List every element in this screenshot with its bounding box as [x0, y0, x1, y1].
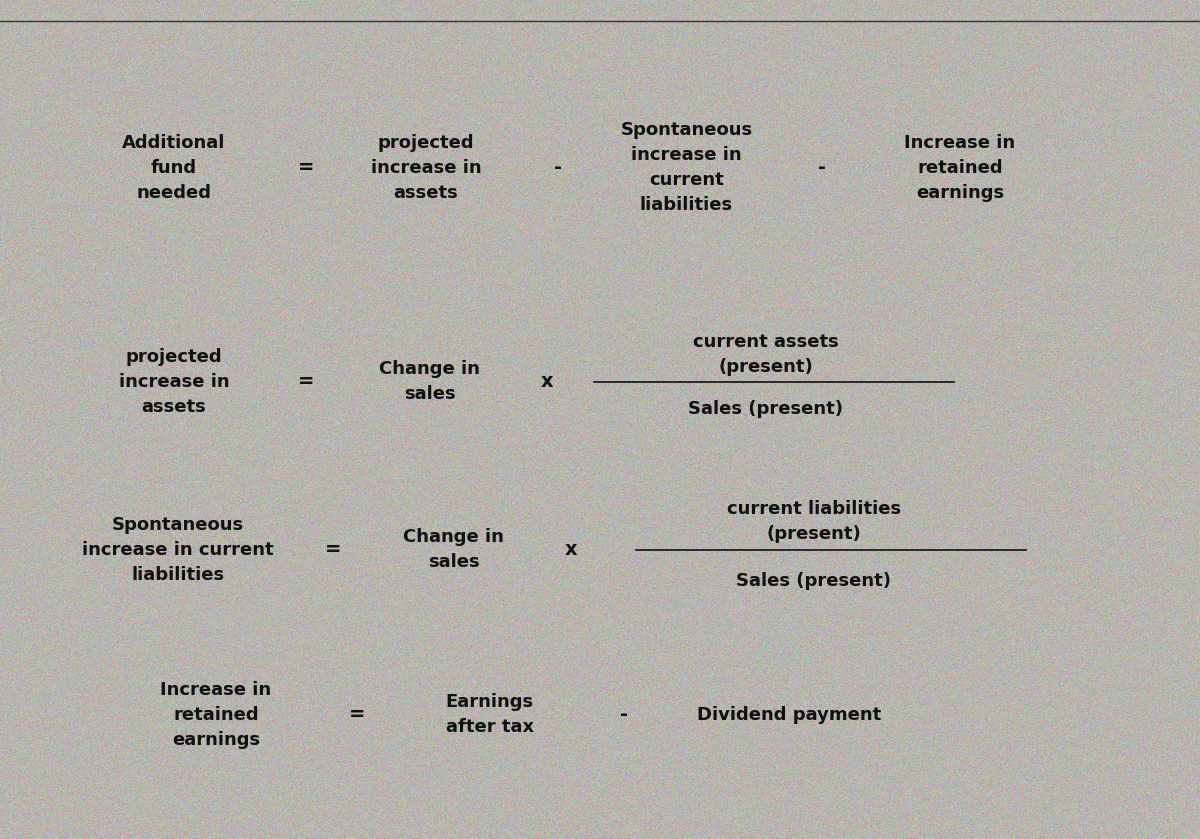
- Text: Dividend payment: Dividend payment: [697, 706, 882, 724]
- Text: Sales (present): Sales (present): [688, 400, 844, 419]
- Text: Change in
sales: Change in sales: [403, 528, 504, 571]
- Text: projected
increase in
assets: projected increase in assets: [371, 133, 481, 202]
- Text: Increase in
retained
earnings: Increase in retained earnings: [161, 680, 271, 749]
- Text: x: x: [565, 540, 577, 559]
- Text: Change in
sales: Change in sales: [379, 360, 480, 404]
- Text: Spontaneous
increase in current
liabilities: Spontaneous increase in current liabilit…: [82, 515, 274, 584]
- Text: =: =: [325, 540, 342, 559]
- Text: Earnings
after tax: Earnings after tax: [445, 693, 534, 737]
- Text: =: =: [298, 373, 314, 391]
- Text: current assets
(present): current assets (present): [692, 332, 839, 376]
- Text: Increase in
retained
earnings: Increase in retained earnings: [905, 133, 1015, 202]
- Text: Sales (present): Sales (present): [736, 571, 892, 590]
- Text: -: -: [818, 159, 826, 177]
- Text: projected
increase in
assets: projected increase in assets: [119, 347, 229, 416]
- Text: -: -: [554, 159, 562, 177]
- Text: Spontaneous
increase in
current
liabilities: Spontaneous increase in current liabilit…: [620, 122, 752, 214]
- Text: current liabilities
(present): current liabilities (present): [726, 500, 901, 544]
- Text: =: =: [349, 706, 366, 724]
- Text: =: =: [298, 159, 314, 177]
- Text: x: x: [541, 373, 553, 391]
- Text: Additional
fund
needed: Additional fund needed: [122, 133, 226, 202]
- Text: -: -: [620, 706, 628, 724]
